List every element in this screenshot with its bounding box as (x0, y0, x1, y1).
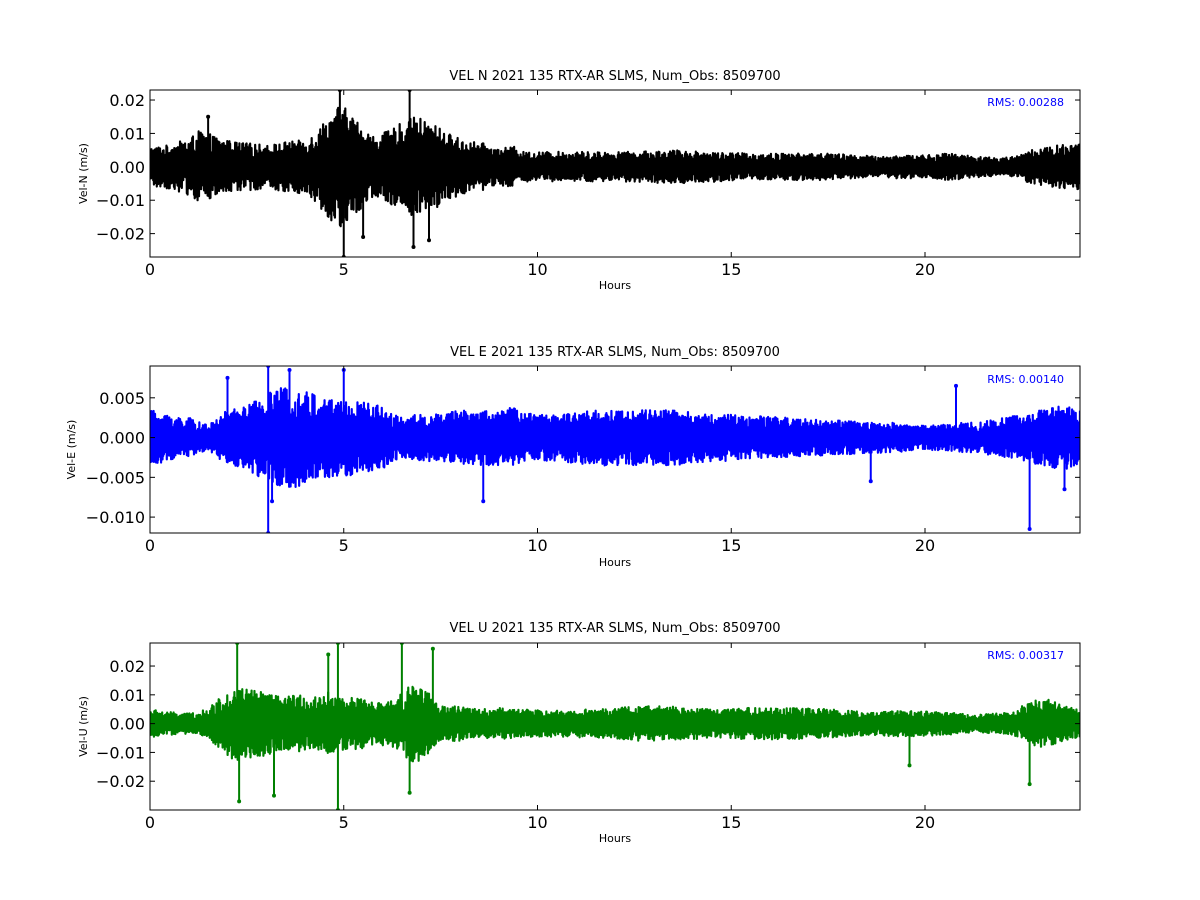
x-axis-label: Hours (599, 832, 631, 845)
y-tick-label: 0.000 (99, 429, 145, 448)
y-tick-label: −0.01 (96, 191, 145, 210)
rms-annotation: RMS: 0.00140 (987, 373, 1064, 386)
series-point (361, 234, 366, 239)
series-point (1027, 782, 1032, 787)
x-tick-label: 15 (721, 260, 741, 279)
y-tick-label: −0.02 (96, 225, 145, 244)
y-axis-label: Vel-U (m/s) (77, 696, 90, 757)
y-tick-label: −0.02 (96, 772, 145, 791)
trace-layer (150, 366, 1080, 533)
x-tick-label: 15 (721, 813, 741, 832)
series-point (868, 479, 873, 484)
y-tick-label: 0.005 (99, 389, 145, 408)
series-trace (150, 106, 1080, 228)
panel-vel-u: VEL U 2021 135 RTX-AR SLMS, Num_Obs: 850… (77, 621, 1081, 845)
chart-title: VEL N 2021 135 RTX-AR SLMS, Num_Obs: 850… (449, 69, 780, 84)
x-axis-label: Hours (599, 279, 631, 292)
y-tick-label: −0.01 (96, 743, 145, 762)
x-tick-label: 10 (527, 260, 547, 279)
axes-frame (149, 365, 1081, 534)
series-point (270, 499, 275, 504)
series-point (206, 114, 211, 119)
x-tick-label: 15 (721, 536, 741, 555)
y-axis-label: Vel-N (m/s) (77, 143, 90, 204)
series-point (326, 652, 331, 657)
x-tick-label: 0 (145, 813, 155, 832)
series-trace (150, 387, 1080, 488)
series-point (237, 799, 242, 804)
axes-frame (149, 642, 1081, 811)
panel-vel-n: VEL N 2021 135 RTX-AR SLMS, Num_Obs: 850… (77, 69, 1081, 292)
series-point (907, 763, 912, 768)
series-point (481, 499, 486, 504)
y-tick-label: 0.02 (109, 91, 145, 110)
x-tick-label: 0 (145, 260, 155, 279)
x-tick-label: 20 (915, 536, 935, 555)
tick-layer: 0 5 10 15 20 −0.02 −0.01 0.00 0.01 0.02 (96, 90, 1080, 279)
rms-annotation: RMS: 0.00288 (987, 96, 1064, 109)
y-axis-label: Vel-E (m/s) (65, 420, 78, 480)
series-point (1062, 487, 1067, 492)
series-point (407, 790, 412, 795)
axes-frame (149, 89, 1081, 258)
y-tick-label: 0.00 (109, 715, 145, 734)
y-tick-label: 0.01 (109, 686, 145, 705)
y-tick-label: 0.01 (109, 124, 145, 143)
series-point (430, 646, 435, 651)
series-point (272, 793, 276, 798)
series-point (1027, 527, 1032, 532)
y-tick-label: −0.005 (86, 468, 145, 487)
x-tick-label: 5 (339, 813, 349, 832)
x-tick-label: 10 (527, 813, 547, 832)
x-tick-label: 5 (339, 260, 349, 279)
series-trace (150, 685, 1080, 763)
x-tick-label: 0 (145, 536, 155, 555)
y-tick-label: 0.02 (109, 657, 145, 676)
series-point (287, 367, 292, 372)
y-tick-label: −0.010 (86, 508, 145, 527)
y-tick-label: 0.00 (109, 158, 145, 177)
chart-title: VEL U 2021 135 RTX-AR SLMS, Num_Obs: 850… (449, 621, 780, 636)
series-point (225, 375, 230, 380)
series-point (427, 238, 431, 243)
tick-layer: 0 5 10 15 20 −0.02 −0.01 0.00 0.01 0.02 (96, 643, 1080, 832)
series-point (411, 244, 416, 249)
x-tick-label: 20 (915, 813, 935, 832)
x-tick-label: 10 (527, 536, 547, 555)
x-axis-label: Hours (599, 556, 631, 569)
tick-layer: 0 5 10 15 20 −0.010 −0.005 0.000 0.005 (86, 366, 1080, 555)
x-tick-label: 20 (915, 260, 935, 279)
chart-title: VEL E 2021 135 RTX-AR SLMS, Num_Obs: 850… (450, 345, 780, 360)
series-point (954, 383, 958, 388)
rms-annotation: RMS: 0.00317 (987, 649, 1064, 662)
panel-vel-e: VEL E 2021 135 RTX-AR SLMS, Num_Obs: 850… (65, 345, 1081, 569)
x-tick-label: 5 (339, 536, 349, 555)
